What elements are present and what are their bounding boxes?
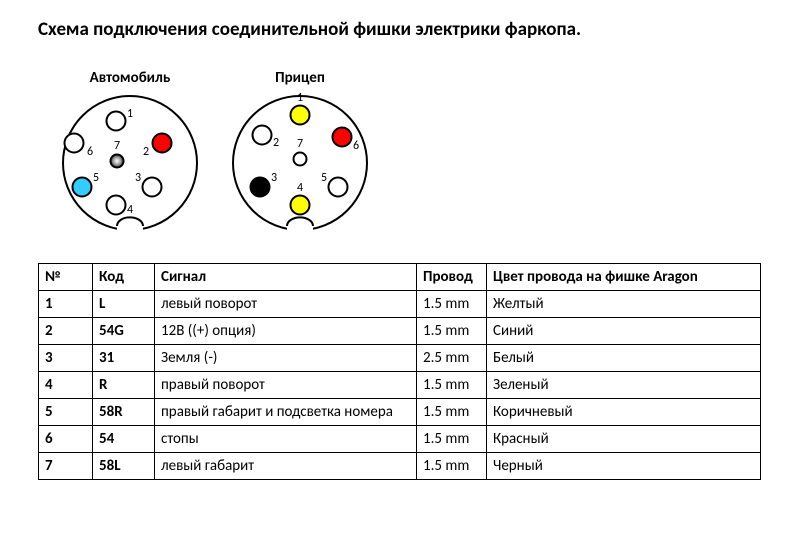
table-cell: L [93, 291, 155, 318]
table-cell: Красный [487, 426, 761, 453]
table-cell: стопы [155, 426, 417, 453]
table-cell: левый поворот [155, 291, 417, 318]
connector-car-svg: 1 23 4 56 7 [60, 93, 200, 233]
svg-text:6: 6 [87, 145, 93, 159]
svg-text:6: 6 [353, 139, 359, 153]
table-cell: правый поворот [155, 372, 417, 399]
table-cell: 12В ((+) опция) [155, 318, 417, 345]
table-cell: 6 [39, 426, 93, 453]
table-cell: 1.5 mm [417, 453, 487, 480]
svg-text:2: 2 [273, 136, 279, 150]
table-cell: 31 [93, 345, 155, 372]
table-row: 654стопы1.5 mmКрасный [39, 426, 761, 453]
table-cell: Зеленый [487, 372, 761, 399]
svg-text:4: 4 [297, 181, 303, 195]
connector-car: Автомобиль 1 23 4 56 7 [60, 69, 200, 233]
table-cell: 1.5 mm [417, 291, 487, 318]
svg-text:5: 5 [321, 171, 327, 185]
table-cell: левый габарит [155, 453, 417, 480]
table-row: 558Rправый габарит и подсветка номера1.5… [39, 399, 761, 426]
col-header: Цвет провода на фишке Aragon [487, 264, 761, 291]
table-cell: 1 [39, 291, 93, 318]
connector-trailer-svg: 1 2 3 4 5 6 7 [230, 93, 370, 233]
table-row: 4Rправый поворот1.5 mmЗеленый [39, 372, 761, 399]
wiring-table: №КодСигналПроводЦвет провода на фишке Ar… [38, 263, 761, 480]
svg-text:2: 2 [143, 145, 149, 159]
table-cell: 58L [93, 453, 155, 480]
col-header: Код [93, 264, 155, 291]
table-cell: 1.5 mm [417, 399, 487, 426]
table-cell: 2.5 mm [417, 345, 487, 372]
table-cell: 54 [93, 426, 155, 453]
svg-text:7: 7 [297, 137, 303, 151]
table-cell: 3 [39, 345, 93, 372]
table-cell: 5 [39, 399, 93, 426]
table-cell: 58R [93, 399, 155, 426]
table-cell: 2 [39, 318, 93, 345]
svg-text:1: 1 [297, 93, 303, 105]
table-row: 331Земля (-)2.5 mmБелый [39, 345, 761, 372]
svg-text:4: 4 [127, 203, 133, 217]
connector-trailer-label: Прицеп [275, 69, 325, 87]
table-cell: Земля (-) [155, 345, 417, 372]
svg-text:3: 3 [135, 171, 141, 185]
page-title: Схема подключения соединительной фишки э… [38, 18, 762, 41]
table-cell: Коричневый [487, 399, 761, 426]
table-cell: Синий [487, 318, 761, 345]
connector-diagrams: Автомобиль 1234567 Прицеп 1234567 [60, 69, 762, 233]
table-cell: 1.5 mm [417, 426, 487, 453]
col-header: Сигнал [155, 264, 417, 291]
table-row: 254G12В ((+) опция)1.5 mmСиний [39, 318, 761, 345]
table-cell: 1.5 mm [417, 318, 487, 345]
table-cell: 1.5 mm [417, 372, 487, 399]
svg-text:1: 1 [127, 107, 133, 121]
table-cell: Желтый [487, 291, 761, 318]
col-header: № [39, 264, 93, 291]
table-cell: R [93, 372, 155, 399]
svg-text:3: 3 [271, 171, 277, 185]
connector-trailer: Прицеп 1 2 3 4 5 6 7 [230, 69, 370, 233]
table-row: 758Lлевый габарит1.5 mmЧерный [39, 453, 761, 480]
table-cell: 7 [39, 453, 93, 480]
table-cell: Черный [487, 453, 761, 480]
table-cell: правый габарит и подсветка номера [155, 399, 417, 426]
table-cell: Белый [487, 345, 761, 372]
table-row: 1Lлевый поворот1.5 mmЖелтый [39, 291, 761, 318]
table-cell: 4 [39, 372, 93, 399]
connector-car-label: Автомобиль [90, 69, 171, 87]
col-header: Провод [417, 264, 487, 291]
table-cell: 54G [93, 318, 155, 345]
svg-text:5: 5 [93, 171, 99, 185]
svg-text:7: 7 [114, 139, 120, 153]
